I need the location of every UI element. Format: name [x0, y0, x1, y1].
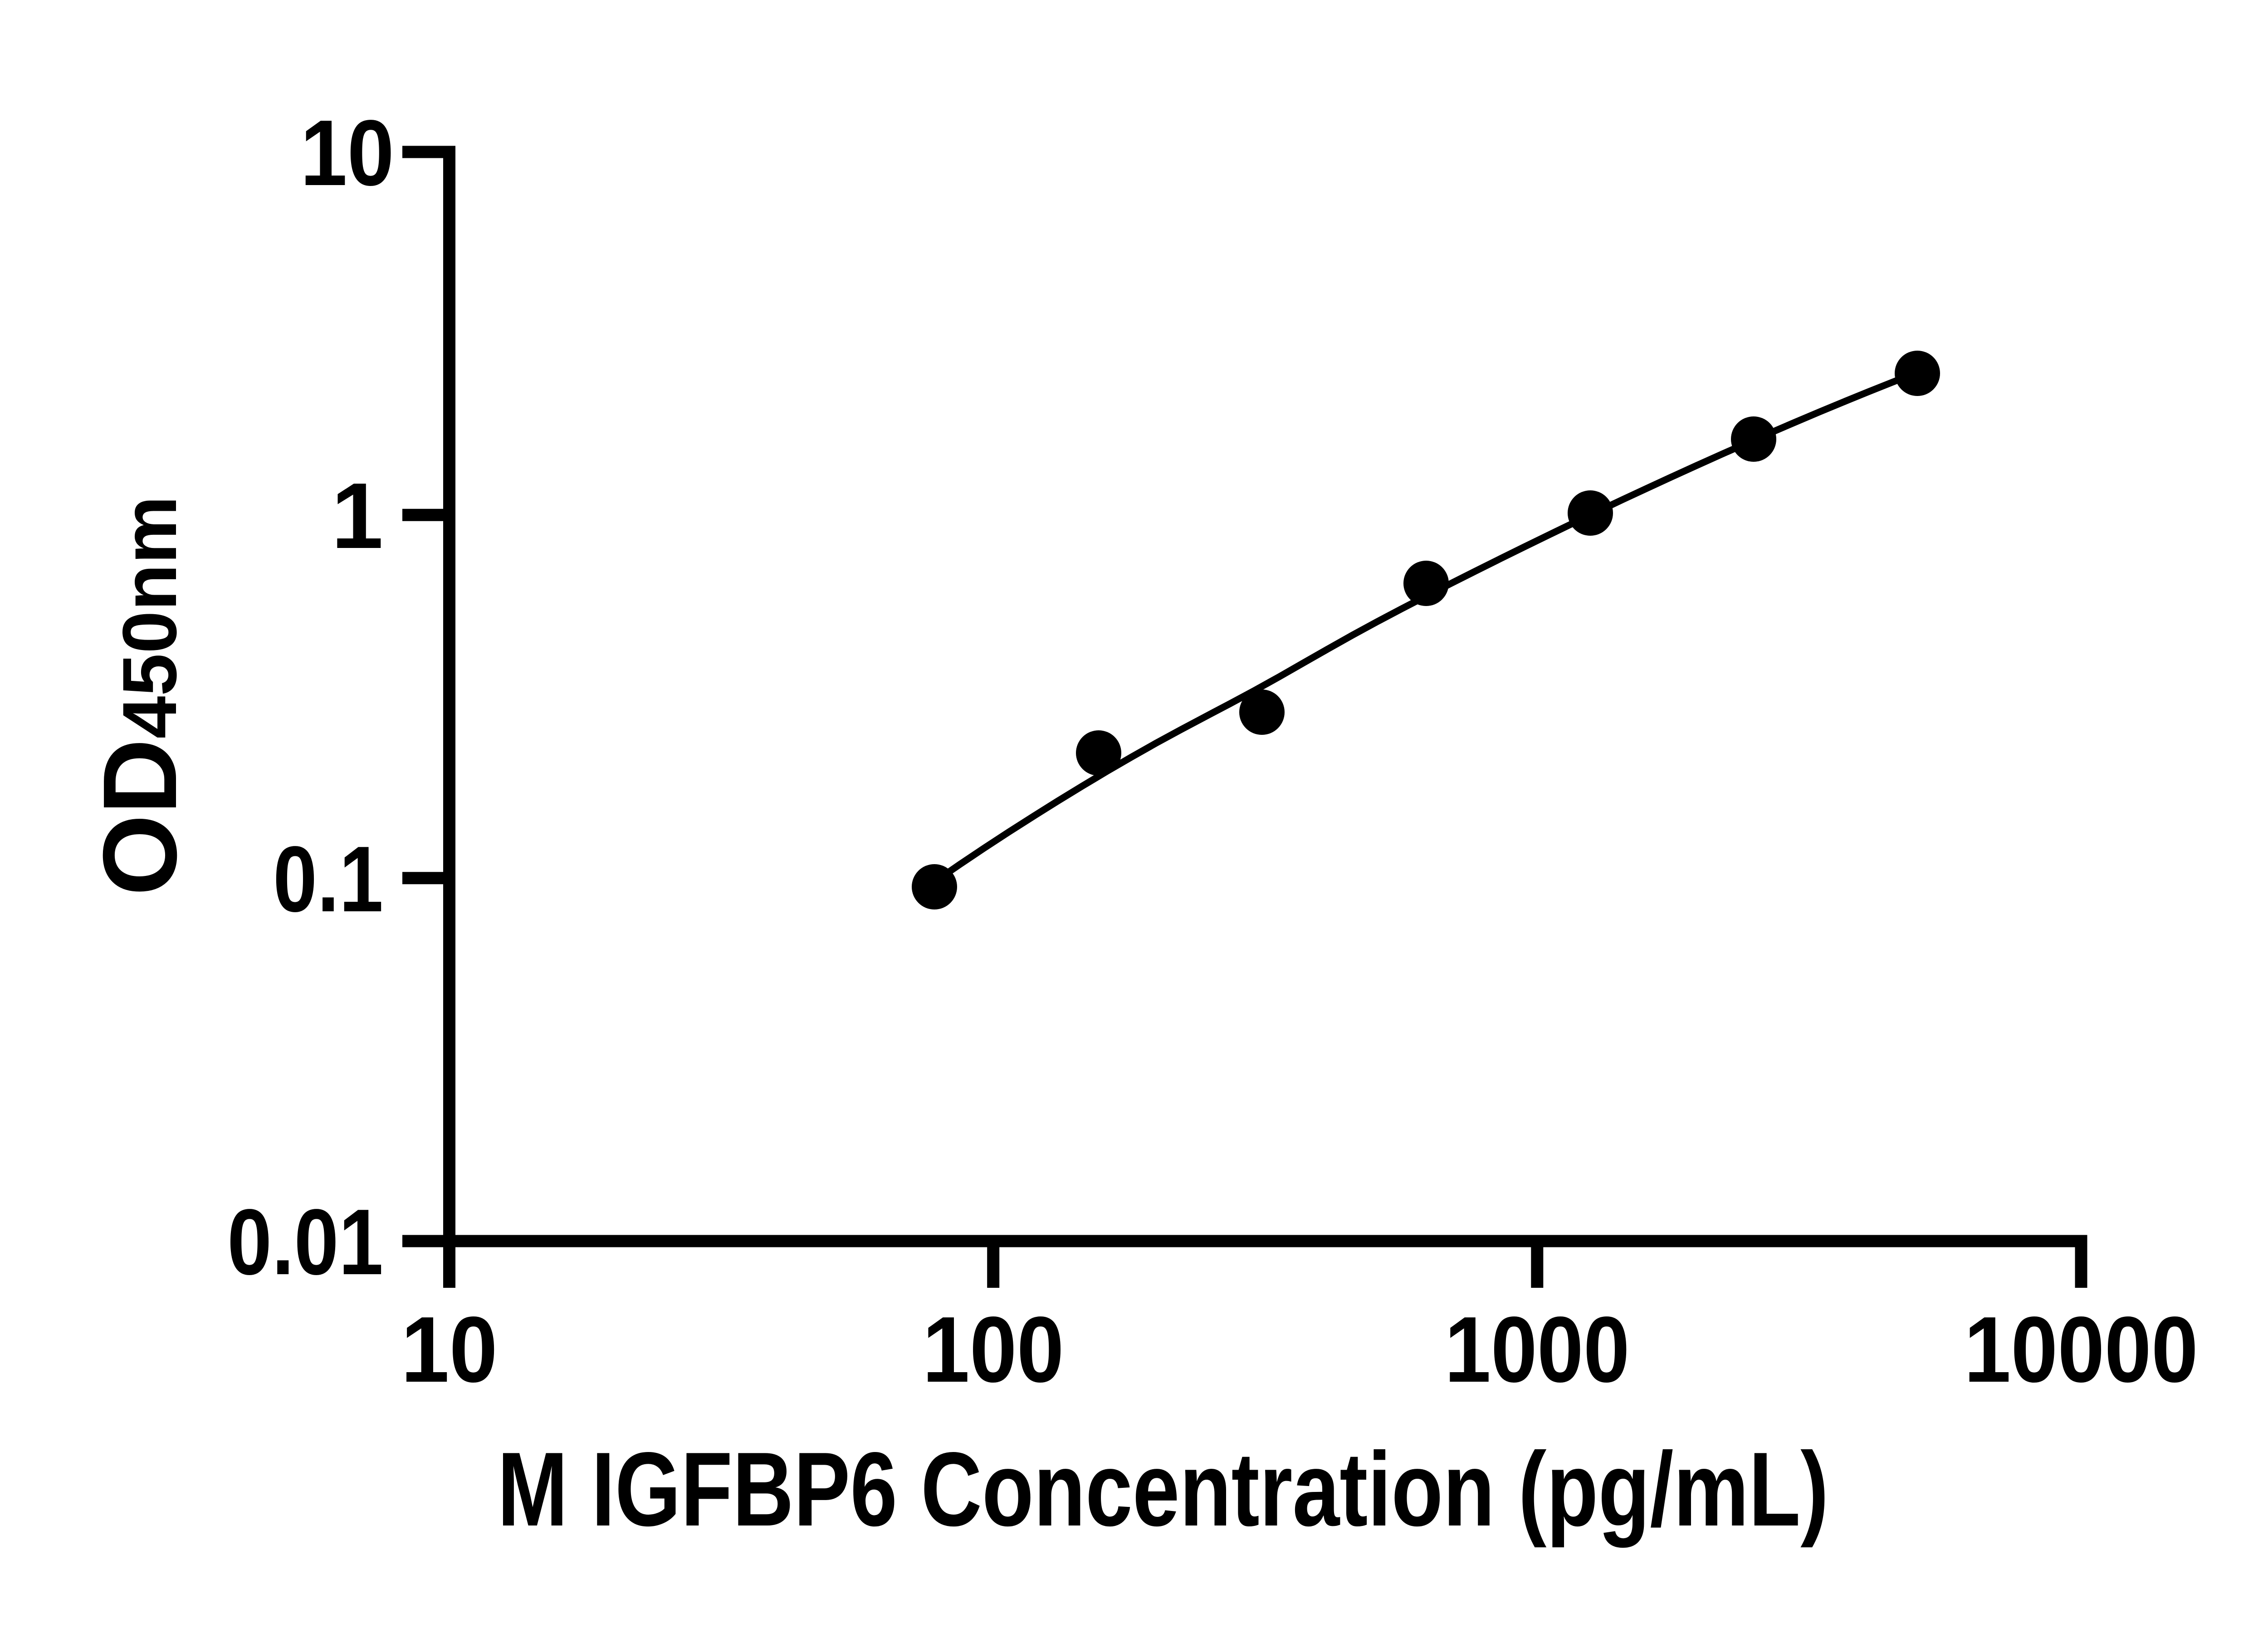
svg-text:100: 100 [923, 1297, 1064, 1402]
svg-text:OD450nm: OD450nm [81, 496, 198, 896]
svg-text:M IGFBP6 Concentration (pg/mL): M IGFBP6 Concentration (pg/mL) [498, 1431, 1829, 1548]
svg-text:1: 1 [331, 464, 383, 568]
svg-text:10: 10 [401, 1297, 498, 1402]
svg-text:1000: 1000 [1445, 1297, 1630, 1402]
svg-text:10: 10 [300, 101, 394, 205]
svg-text:0.01: 0.01 [227, 1190, 383, 1294]
svg-text:10000: 10000 [1964, 1297, 2198, 1402]
svg-text:0.1: 0.1 [273, 827, 383, 931]
